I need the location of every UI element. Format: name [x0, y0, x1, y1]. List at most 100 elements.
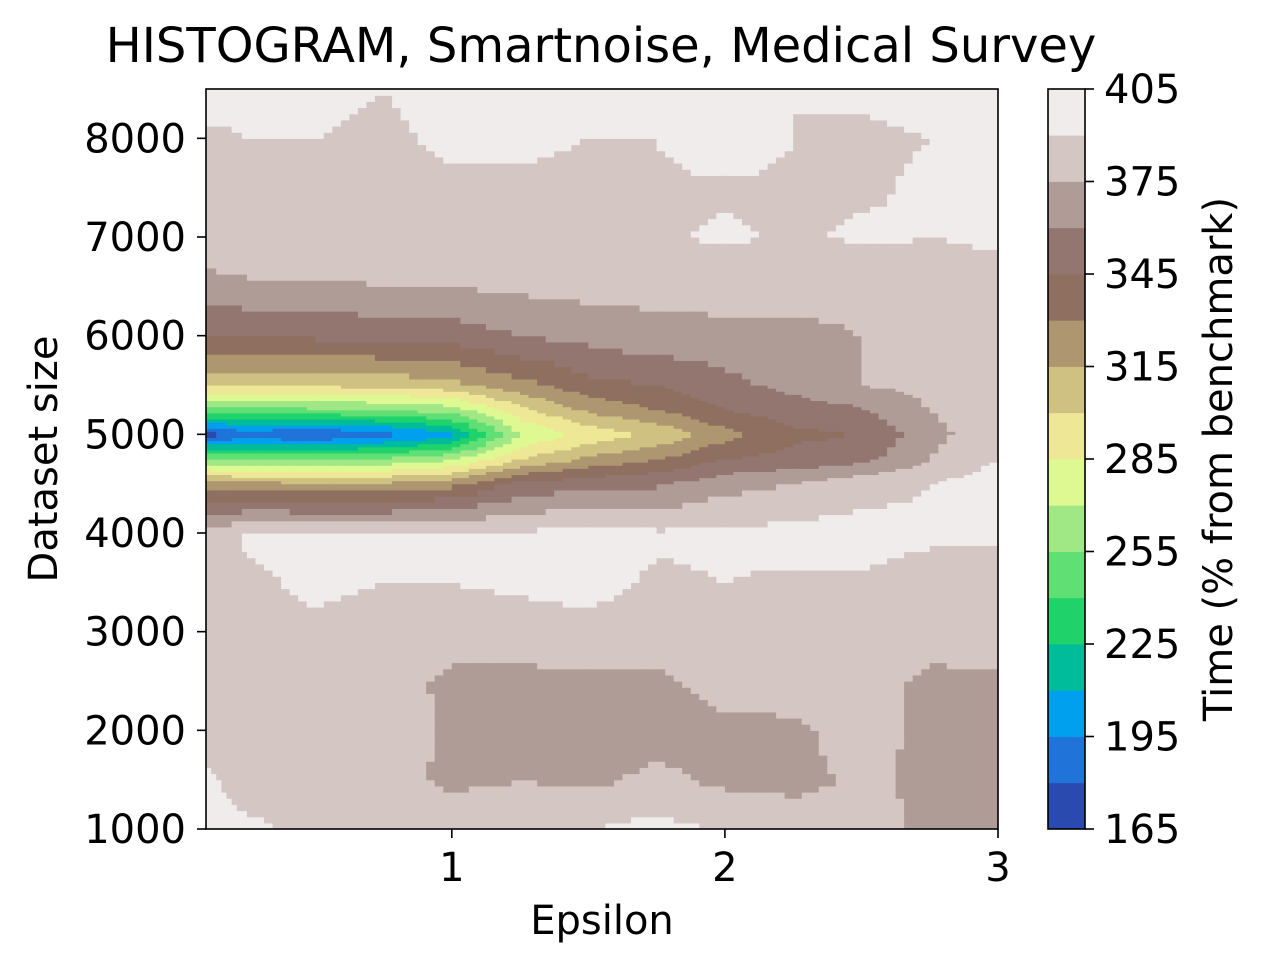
contour-cell — [802, 780, 811, 787]
contour-cell — [768, 737, 777, 744]
contour-cell — [529, 502, 538, 509]
contour-cell — [221, 484, 227, 491]
contour-cell — [861, 724, 870, 731]
contour-cell — [232, 607, 238, 614]
contour-cell — [392, 508, 401, 515]
contour-cell — [802, 632, 811, 639]
contour-cell — [921, 737, 930, 744]
contour-cell — [819, 706, 828, 713]
contour-cell — [290, 521, 299, 528]
contour-cell — [640, 632, 649, 639]
contour-cell — [733, 595, 742, 602]
contour-cell — [776, 700, 785, 707]
contour-cell — [211, 681, 217, 688]
contour-cell — [452, 681, 461, 688]
contour-cell — [981, 669, 990, 676]
contour-cell — [674, 817, 683, 824]
contour-cell — [776, 798, 785, 805]
contour-cell — [768, 644, 777, 651]
contour-cell — [665, 817, 674, 824]
contour-cell — [341, 761, 350, 768]
contour-cell — [206, 595, 212, 602]
contour-cell — [435, 527, 444, 534]
contour-cell — [588, 817, 597, 824]
contour-cell — [332, 724, 341, 731]
contour-cell — [232, 533, 238, 540]
contour-cell — [597, 613, 606, 620]
contour-cell — [896, 644, 905, 651]
contour-cell — [981, 626, 990, 633]
contour-cell — [298, 718, 307, 725]
contour-cell — [237, 539, 243, 546]
contour-cell — [418, 656, 427, 663]
contour-cell — [537, 650, 546, 657]
contour-cell — [503, 730, 512, 737]
contour-cell — [341, 613, 350, 620]
contour-cell — [571, 687, 580, 694]
contour-cell — [938, 774, 947, 781]
contour-cell — [237, 589, 243, 596]
contour-cell — [844, 552, 853, 559]
contour-cell — [242, 527, 248, 534]
contour-cell — [580, 749, 589, 756]
contour-cell — [324, 502, 333, 509]
contour-cell — [469, 619, 478, 626]
contour-cell — [503, 663, 512, 670]
contour-cell — [401, 755, 410, 762]
contour-cell — [435, 533, 444, 540]
contour-cell — [477, 724, 486, 731]
contour-cell — [691, 650, 700, 657]
contour-cell — [554, 724, 563, 731]
contour-cell — [418, 687, 427, 694]
contour-cell — [827, 595, 836, 602]
contour-cell — [759, 539, 768, 546]
contour-cell — [716, 811, 725, 818]
contour-cell — [614, 774, 623, 781]
contour-cell — [537, 724, 546, 731]
contour-cell — [622, 774, 631, 781]
contour-cell — [281, 749, 290, 756]
contour-cell — [341, 687, 350, 694]
contour-cell — [341, 576, 350, 583]
contour-cell — [520, 619, 529, 626]
contour-cell — [861, 817, 870, 824]
contour-cell — [793, 558, 802, 565]
contour-cell — [674, 539, 683, 546]
contour-cell — [216, 786, 222, 793]
contour-cell — [298, 589, 307, 596]
contour-cell — [947, 700, 956, 707]
contour-cell — [211, 582, 217, 589]
contour-cell — [358, 761, 367, 768]
contour-cell — [375, 607, 384, 614]
contour-cell — [469, 718, 478, 725]
contour-cell — [955, 564, 964, 571]
contour-cell — [631, 792, 640, 799]
contour-cell — [226, 792, 232, 799]
contour-cell — [955, 656, 964, 663]
contour-cell — [682, 564, 691, 571]
contour-cell — [537, 755, 546, 762]
contour-cell — [785, 552, 794, 559]
contour-cell — [426, 761, 435, 768]
contour-cell — [512, 669, 521, 676]
contour-cell — [571, 545, 580, 552]
contour-cell — [716, 749, 725, 756]
contour-cell — [273, 582, 282, 589]
contour-cell — [682, 613, 691, 620]
contour-cell — [776, 693, 785, 700]
contour-cell — [349, 582, 358, 589]
contour-cell — [418, 515, 427, 522]
contour-cell — [546, 496, 555, 503]
contour-cell — [264, 589, 273, 596]
contour-cell — [332, 595, 341, 602]
contour-cell — [904, 774, 913, 781]
contour-cell — [682, 774, 691, 781]
contour-cell — [896, 663, 905, 670]
contour-cell — [947, 558, 956, 565]
contour-cell — [622, 755, 631, 762]
contour-cell — [477, 564, 486, 571]
contour-cell — [529, 496, 538, 503]
contour-cell — [247, 792, 256, 799]
contour-cell — [810, 700, 819, 707]
contour-cell — [298, 817, 307, 824]
